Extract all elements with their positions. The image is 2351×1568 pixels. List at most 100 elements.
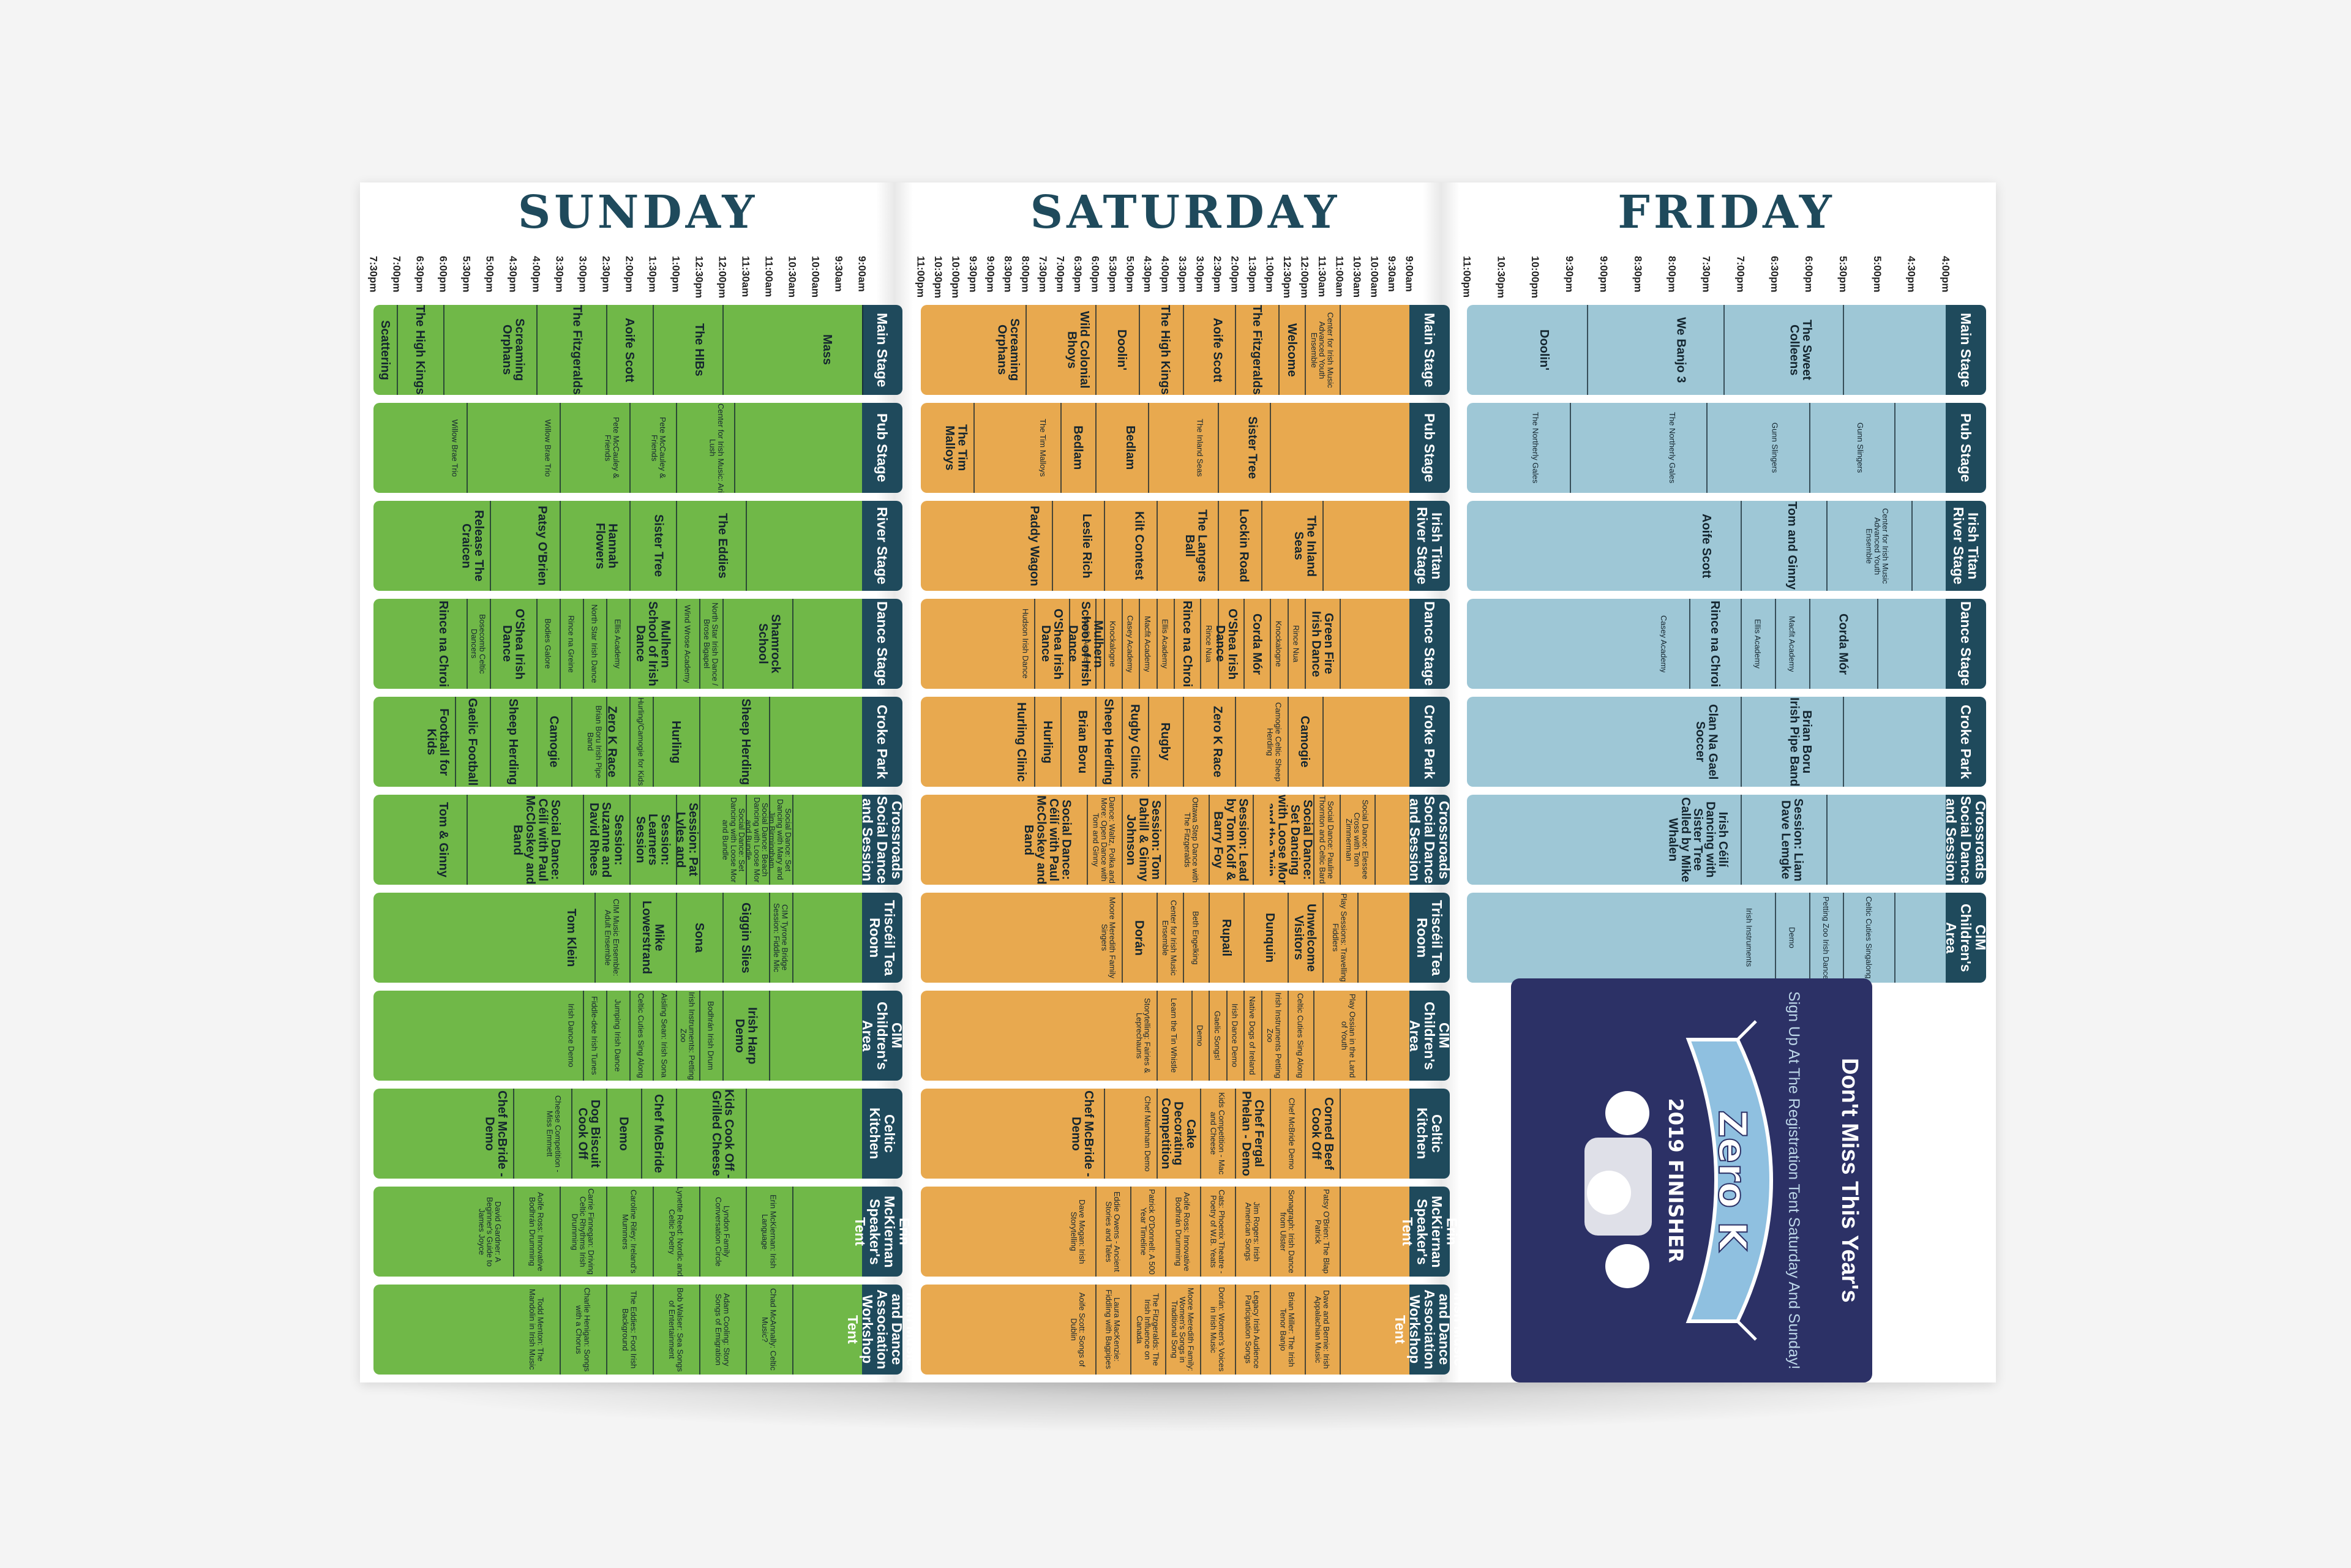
event-title: Social Dance: Beach Dancing with Loose M…: [746, 797, 769, 883]
time-divider: [1174, 599, 1176, 689]
time-divider: [560, 403, 561, 493]
schedule-event: Mike Lowerstrand: [629, 893, 676, 983]
schedule-event: Sheep Herding: [722, 697, 769, 787]
schedule-event: Lyndon Family Conversation Circle: [699, 1187, 746, 1277]
time-label: 11:30am: [740, 256, 752, 298]
schedule-event: Gaelic Songs!: [1209, 991, 1226, 1081]
time-divider: [1740, 697, 1742, 787]
time-divider: [1287, 893, 1289, 983]
time-divider: [1139, 305, 1141, 395]
schedule-event: Erin McKiernan: Irish Language: [746, 1187, 792, 1277]
stage-name: Dance Stage: [1422, 601, 1438, 686]
time-divider: [1740, 599, 1742, 689]
event-title: Dorán: Women's Voices in Irish Music: [1209, 1287, 1226, 1372]
stage-row-background: [921, 991, 1444, 1081]
time-divider: [606, 599, 607, 689]
event-title: Sheep Herding: [506, 698, 520, 786]
event-title: Dunquin: [1263, 912, 1277, 963]
schedule-event: Moore Meredith Family Singers: [1095, 893, 1122, 983]
event-title: Ottawa Step Dance with The Fitzgeralds: [1183, 797, 1200, 883]
time-divider: [1026, 305, 1027, 395]
time-divider: [606, 1285, 607, 1375]
schedule-event: Hurling Clinic: [1008, 697, 1035, 787]
zero-k-promo: Don't Miss This Year's Sign Up At The Re…: [1511, 978, 1872, 1382]
time-divider: [1843, 697, 1845, 787]
event-title: Dorán: [1133, 920, 1146, 956]
time-divider: [769, 991, 770, 1081]
schedule-event: Rince Nua: [1200, 599, 1218, 689]
time-divider: [1340, 1089, 1341, 1179]
event-title: Chef McBride Demo: [1288, 1097, 1296, 1170]
event-title: Mulhern School of Irish Dance: [1069, 601, 1104, 686]
schedule-event: Beth Engelking: [1183, 893, 1209, 983]
schedule-event: Session: Lead by Tom Kolf & Barry Foy: [1209, 795, 1252, 885]
stage-name: Irish Music and Dance Association Worksh…: [844, 1289, 920, 1370]
schedule-event: Rince na Chroi: [1689, 599, 1741, 689]
time-label: 10:00am: [809, 256, 822, 298]
time-divider: [560, 599, 561, 689]
zero-k-finisher-logo: Zero K 2019 FINISHER: [1584, 1020, 1773, 1341]
schedule-event: Wind Wrose Academy: [676, 599, 699, 689]
time-label: 10:00pm: [1529, 256, 1542, 298]
time-divider: [606, 1089, 607, 1179]
event-title: Brian Boru: [1076, 710, 1089, 774]
schedule-event: Tom Klein: [548, 893, 594, 983]
event-title: Gunn Slingers: [1856, 422, 1864, 473]
schedule-event: Doolin': [1501, 305, 1587, 395]
stage-name: Main Stage: [1958, 312, 1974, 388]
schedule-event: Social Dance: Pauline Thornton and Celti…: [1313, 795, 1340, 885]
time-divider: [560, 1285, 561, 1375]
time-divider: [1894, 403, 1896, 493]
stage-header: Triscéil Tea Room: [862, 893, 902, 983]
event-title: Knockalogne: [1274, 620, 1283, 667]
time-label: 11:00pm: [915, 256, 927, 298]
time-label: 4:30pm: [1905, 256, 1918, 293]
schedule-event: Casey Academy: [1122, 599, 1139, 689]
stage-name: Celtic Kitchen: [867, 1108, 898, 1160]
event-title: Legacy Irish Audience Participation Song…: [1244, 1290, 1261, 1369]
schedule-event: Chef Fergal Phelan - Demo: [1235, 1089, 1270, 1179]
event-title: Gaelic Songs!: [1213, 1011, 1222, 1060]
event-title: Aoife Scott: [1211, 317, 1224, 383]
time-label: 6:30pm: [414, 256, 426, 293]
event-title: Gaelic Football: [466, 697, 479, 786]
time-divider: [1261, 991, 1262, 1081]
schedule-event: Rugby Clinic: [1122, 697, 1148, 787]
time-label: 2:00pm: [623, 256, 636, 293]
event-title: Doolin': [1537, 329, 1550, 370]
time-divider: [1051, 501, 1053, 591]
time-divider: [676, 893, 677, 983]
schedule-event: Corda Mór: [1809, 599, 1878, 689]
stage-row-background: [1467, 697, 1980, 787]
time-divider: [722, 305, 724, 395]
time-divider: [1095, 403, 1097, 493]
stage-row-background: [921, 599, 1444, 689]
schedule-event: O'Shea Irish Dance: [1034, 599, 1069, 689]
event-title: Hurling: [669, 720, 683, 763]
event-title: Shamrock School: [756, 614, 782, 673]
event-title: Rince Nua: [1292, 625, 1300, 662]
schedule-event: Hurling/Camogie for Kids: [629, 697, 653, 787]
time-divider: [1877, 599, 1879, 689]
schedule-event: Dog Biscuit Cook Off: [571, 1089, 606, 1179]
schedule-event: David Gardner: A Beginner's Guide to Jam…: [467, 1187, 513, 1277]
time-divider: [676, 599, 677, 689]
schedule-event: The Eddies: Foot Irish Background: [606, 1285, 653, 1375]
event-title: Hannah Flowers: [593, 522, 619, 569]
time-label: 12:00pm: [1299, 256, 1311, 298]
time-label: 7:00pm: [391, 256, 403, 293]
stage-row-pub-stage: Pub Stage Sister Tree The Inland Seas Bedla…: [921, 403, 1450, 493]
schedule-event: Rince Nua: [1288, 599, 1305, 689]
schedule-event: Ellis Academy: [606, 599, 629, 689]
schedule-event: Sheep Herding: [490, 697, 536, 787]
stage-row-pub-stage: Pub Stage Center for Irish Music: Ari Lus…: [373, 403, 902, 493]
schedule-event: Shamrock School: [746, 599, 792, 689]
time-divider: [1095, 305, 1097, 395]
time-divider: [1689, 599, 1691, 689]
schedule-event: Patsy O'Brien: The Blap Patrick: [1305, 1187, 1340, 1277]
schedule-event: Leslie Rich: [1069, 501, 1104, 591]
time-divider: [1305, 1187, 1306, 1277]
time-divider: [560, 1187, 561, 1277]
time-divider: [653, 1187, 654, 1277]
event-title: Ellis Academy: [1753, 619, 1762, 669]
